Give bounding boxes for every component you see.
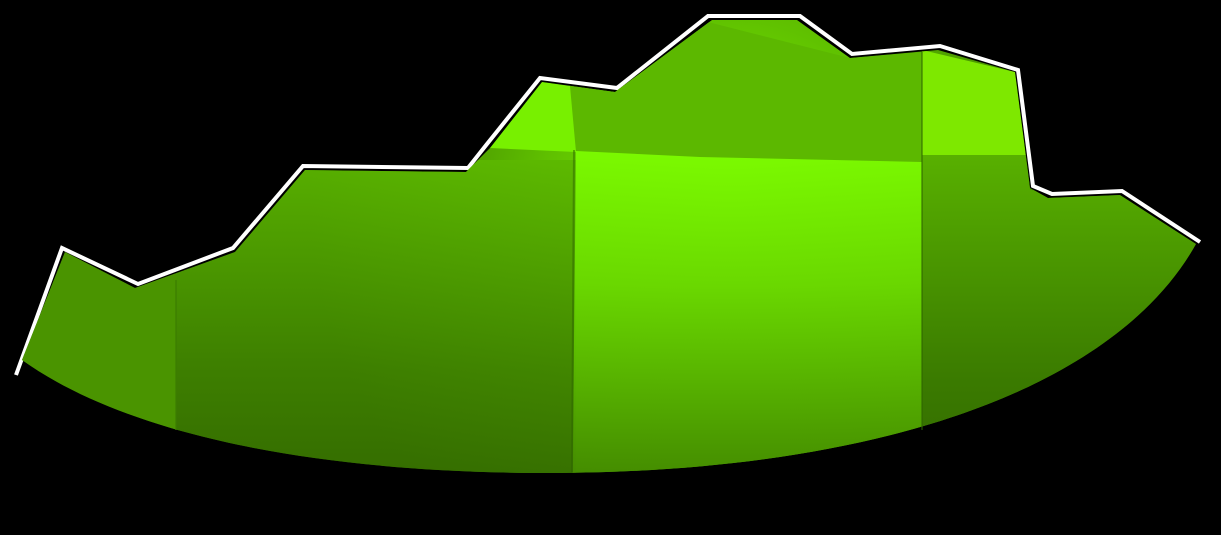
- seam-2: [571, 149, 575, 473]
- slab-upper-left-step: [490, 82, 576, 152]
- slab-top-right: [922, 50, 1026, 158]
- highlight-edge: [14, 14, 1202, 376]
- slab-far-left: [22, 240, 176, 474]
- slab-right: [922, 155, 1196, 474]
- slab-top-center: [568, 20, 922, 162]
- slab-center: [572, 150, 922, 474]
- slab-left: [176, 160, 576, 474]
